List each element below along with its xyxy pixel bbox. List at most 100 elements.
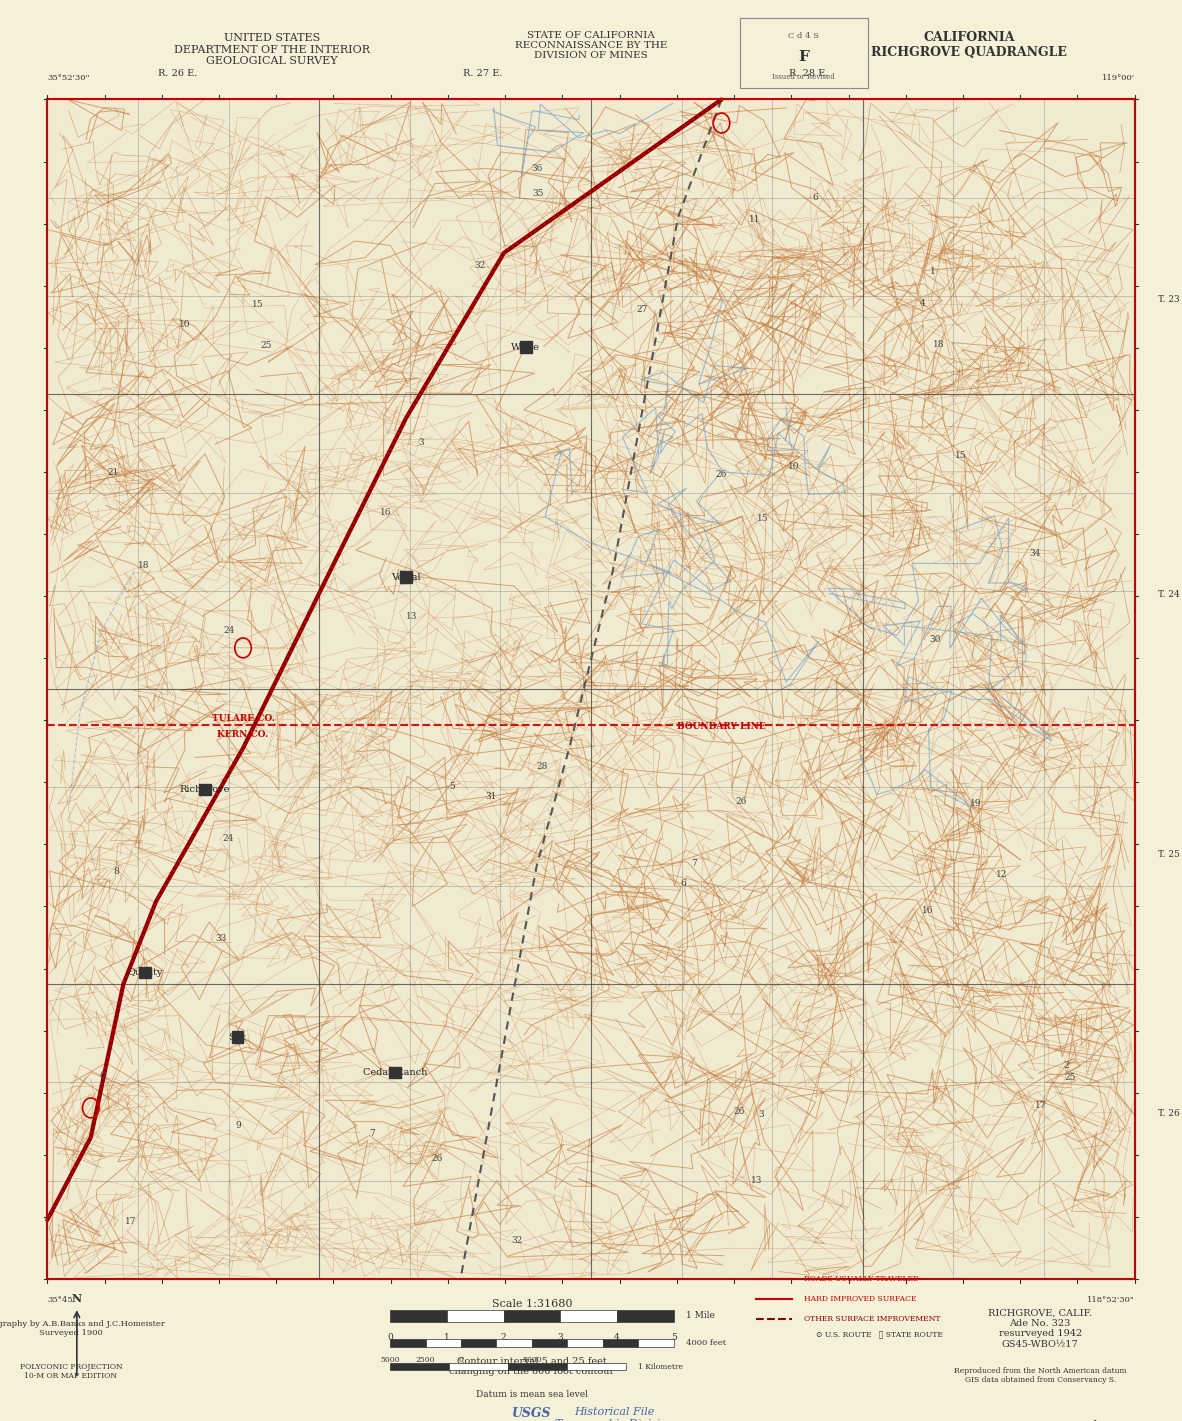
Text: Vestal: Vestal [391,573,421,581]
Text: POLYCONIC PROJECTION
10-M OR MAP EDITION: POLYCONIC PROJECTION 10-M OR MAP EDITION [20,1363,122,1380]
Text: 30: 30 [929,635,941,644]
Text: 10: 10 [178,320,190,328]
Text: 16: 16 [922,907,934,915]
Text: 5000: 5000 [381,1356,400,1364]
Text: 16: 16 [379,507,391,517]
Text: 3: 3 [418,438,423,446]
Text: 6: 6 [813,193,819,202]
Text: 4: 4 [615,1333,619,1341]
Text: R. 28 E.: R. 28 E. [788,70,829,78]
Text: R. 27 E.: R. 27 E. [462,70,502,78]
Text: 36: 36 [532,163,543,173]
Text: 35°52'30": 35°52'30" [47,74,90,82]
Text: 26: 26 [431,1154,443,1164]
Text: 118°52'30": 118°52'30" [1086,1296,1135,1304]
Text: 119°00': 119°00' [1102,74,1135,82]
Text: 26: 26 [733,1107,745,1117]
Text: C d 4 S: C d 4 S [788,33,819,40]
Text: Richgrove: Richgrove [180,784,230,794]
Text: 25: 25 [260,341,272,350]
Text: BOUNDARY LINE: BOUNDARY LINE [677,722,766,732]
Text: 3: 3 [558,1333,563,1341]
Text: ROADS USUALLY TRAVELED: ROADS USUALLY TRAVELED [804,1275,918,1283]
Text: 32: 32 [474,261,485,270]
Bar [389,1067,401,1079]
Text: T. 23 S.: T. 23 S. [1158,296,1182,304]
Text: 15: 15 [955,450,966,460]
Text: N: N [72,1293,82,1304]
Text: OTHER SURFACE IMPROVEMENT: OTHER SURFACE IMPROVEMENT [804,1314,940,1323]
Bar [401,571,413,583]
Text: R. 26 E.: R. 26 E. [158,70,197,78]
Text: 26: 26 [715,470,727,479]
Text: UNITED STATES
DEPARTMENT OF THE INTERIOR
GEOLOGICAL SURVEY: UNITED STATES DEPARTMENT OF THE INTERIOR… [174,33,370,67]
Text: 33: 33 [215,935,227,944]
Text: 13: 13 [752,1177,762,1185]
Text: White: White [512,342,540,351]
Text: USGS: USGS [512,1407,552,1421]
Text: 18: 18 [137,561,149,570]
Text: Issued or Revised: Issued or Revised [772,72,836,81]
Text: 27: 27 [636,306,648,314]
Text: Contour interval 5 and 25 feet
changing on the 600 foot contour: Contour interval 5 and 25 feet changing … [449,1357,615,1377]
Text: 24: 24 [223,625,235,635]
Text: TULARE CO.: TULARE CO. [212,715,274,723]
Text: 18: 18 [934,340,944,348]
Text: 0: 0 [459,1356,463,1364]
Text: 1 Kilometre: 1 Kilometre [638,1363,683,1371]
Text: 13: 13 [405,611,417,621]
Text: 9: 9 [236,1121,241,1130]
Text: 4000 feet: 4000 feet [686,1339,726,1347]
Text: 25: 25 [1064,1073,1076,1081]
Text: Reproduced from the North American datum
GIS data obtained from Conservancy S.: Reproduced from the North American datum… [954,1367,1126,1384]
Text: 28: 28 [537,762,548,772]
Text: CALIFORNIA
RICHGROVE QUADRANGLE: CALIFORNIA RICHGROVE QUADRANGLE [871,31,1067,60]
Text: Topography by A.B.Banks and J.C.Homeister
Surveyed 1900: Topography by A.B.Banks and J.C.Homeiste… [0,1320,164,1337]
Text: STATE OF CALIFORNIA
RECONNAISSANCE BY THE
DIVISION OF MINES: STATE OF CALIFORNIA RECONNAISSANCE BY TH… [515,31,667,60]
Text: 19: 19 [970,799,981,807]
Text: 5: 5 [671,1333,676,1341]
Text: HARD IMPROVED SURFACE: HARD IMPROVED SURFACE [804,1295,916,1303]
Text: 34: 34 [1030,549,1041,558]
Text: 17: 17 [125,1216,137,1226]
Text: 17: 17 [1035,1101,1046,1110]
Text: T. 25 S.: T. 25 S. [1158,850,1182,858]
Text: Sac: Sac [228,1033,247,1042]
Text: 6: 6 [99,1071,105,1080]
Text: Scale 1:31680: Scale 1:31680 [492,1299,572,1310]
Text: 7: 7 [691,860,696,868]
Text: 15: 15 [756,514,768,523]
Text: 0: 0 [388,1333,392,1341]
Text: 10: 10 [787,462,799,472]
Text: Quality: Quality [128,968,163,976]
Text: F: F [798,50,810,64]
Text: 21: 21 [108,468,119,477]
Text: 35: 35 [533,189,544,199]
Text: 4: 4 [920,298,926,308]
Text: 3: 3 [759,1110,764,1118]
Bar [232,1032,243,1043]
Text: 1 Mile: 1 Mile [686,1312,714,1320]
Text: 5000: 5000 [522,1356,541,1364]
Text: KERN CO.: KERN CO. [217,729,268,739]
Text: 11: 11 [749,216,760,225]
Text: 1: 1 [444,1333,449,1341]
Text: RICHGROVE, CALIF.
Ade No. 323
resurveyed 1942
GS45-WBO½17: RICHGROVE, CALIF. Ade No. 323 resurveyed… [988,1309,1092,1349]
Text: T. 24 S.: T. 24 S. [1158,590,1182,600]
Text: 24: 24 [222,834,234,843]
Text: Cedar Ranch: Cedar Ranch [363,1069,428,1077]
Text: 32: 32 [512,1236,524,1245]
Text: Historical File
Topographic Division: Historical File Topographic Division [556,1407,674,1421]
Text: 8: 8 [113,867,118,875]
Text: 12: 12 [995,870,1007,880]
Text: 5: 5 [449,782,455,790]
Bar [139,966,151,978]
Text: 1: 1 [930,267,936,276]
Text: 26: 26 [735,797,747,806]
Text: 2: 2 [501,1333,506,1341]
Text: 2: 2 [1064,1061,1070,1070]
Text: 7: 7 [369,1130,375,1138]
Text: 31: 31 [486,791,496,801]
Text: 15: 15 [252,300,264,308]
Bar [520,341,532,352]
